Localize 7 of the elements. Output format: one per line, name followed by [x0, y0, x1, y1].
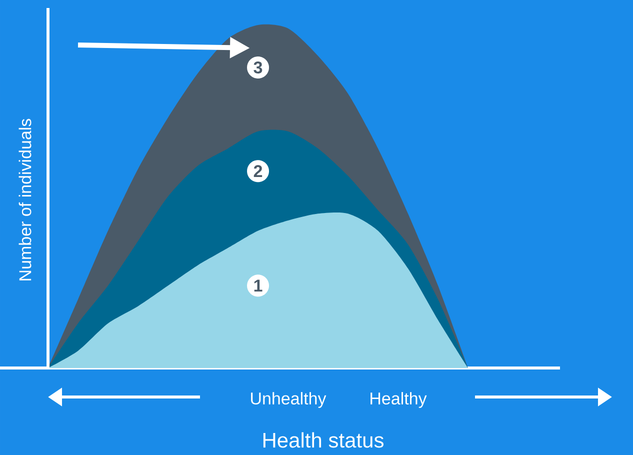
text: Unhealthy: [251, 392, 326, 408]
series-label: 3: [254, 61, 262, 74]
y-axis-title: Number of individuals: [18, 118, 32, 280]
series-label: 1: [254, 280, 262, 292]
series-label: 2: [254, 165, 262, 178]
text: Healthy: [370, 392, 427, 408]
x-axis-title: Health status: [263, 432, 384, 448]
